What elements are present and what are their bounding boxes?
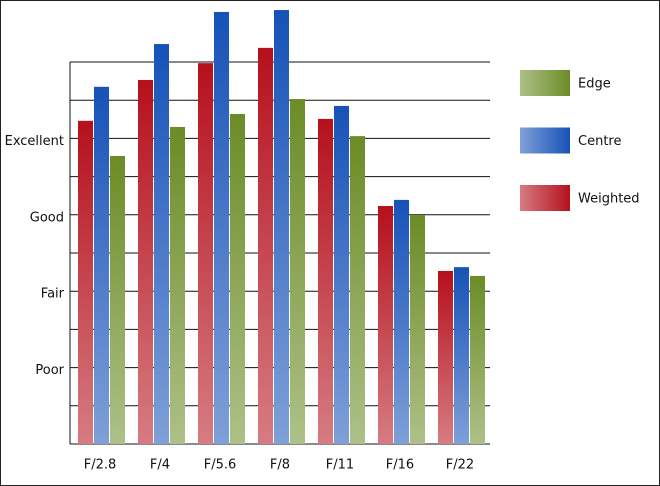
legend-label: Weighted	[578, 192, 640, 207]
bar	[350, 136, 365, 444]
bar	[170, 126, 185, 444]
x-tick-label: F/4	[150, 458, 170, 473]
bar	[110, 155, 125, 445]
bar	[78, 120, 93, 444]
bar	[274, 10, 289, 444]
legend-swatch	[520, 70, 570, 96]
bar	[334, 105, 349, 445]
bar	[214, 11, 229, 444]
legend-swatch	[520, 185, 570, 211]
bar	[470, 275, 485, 444]
bar	[410, 215, 425, 444]
y-tick-label: Good	[30, 210, 64, 225]
y-tick-label: Poor	[35, 363, 64, 378]
bar	[138, 79, 153, 444]
bar	[258, 47, 273, 445]
bar	[230, 113, 245, 445]
legend-label: Edge	[578, 77, 611, 92]
bar	[438, 270, 453, 444]
y-tick-label: Excellent	[5, 134, 64, 149]
legend-label: Centre	[578, 134, 621, 149]
x-tick-label: F/22	[446, 458, 474, 473]
bar	[154, 44, 169, 445]
x-tick-label: F/16	[386, 458, 414, 473]
bar	[290, 99, 305, 444]
x-tick-label: F/5.6	[204, 458, 237, 473]
x-tick-label: F/8	[270, 458, 290, 473]
legend-swatch	[520, 127, 570, 154]
y-tick-label: Fair	[41, 287, 65, 302]
x-tick-label: F/11	[326, 458, 354, 473]
bar	[318, 118, 333, 444]
x-tick-label: F/2.8	[84, 458, 117, 473]
bar	[454, 267, 469, 444]
bar	[94, 86, 109, 444]
bar	[378, 206, 393, 444]
bar	[198, 63, 213, 445]
bar	[394, 199, 409, 444]
